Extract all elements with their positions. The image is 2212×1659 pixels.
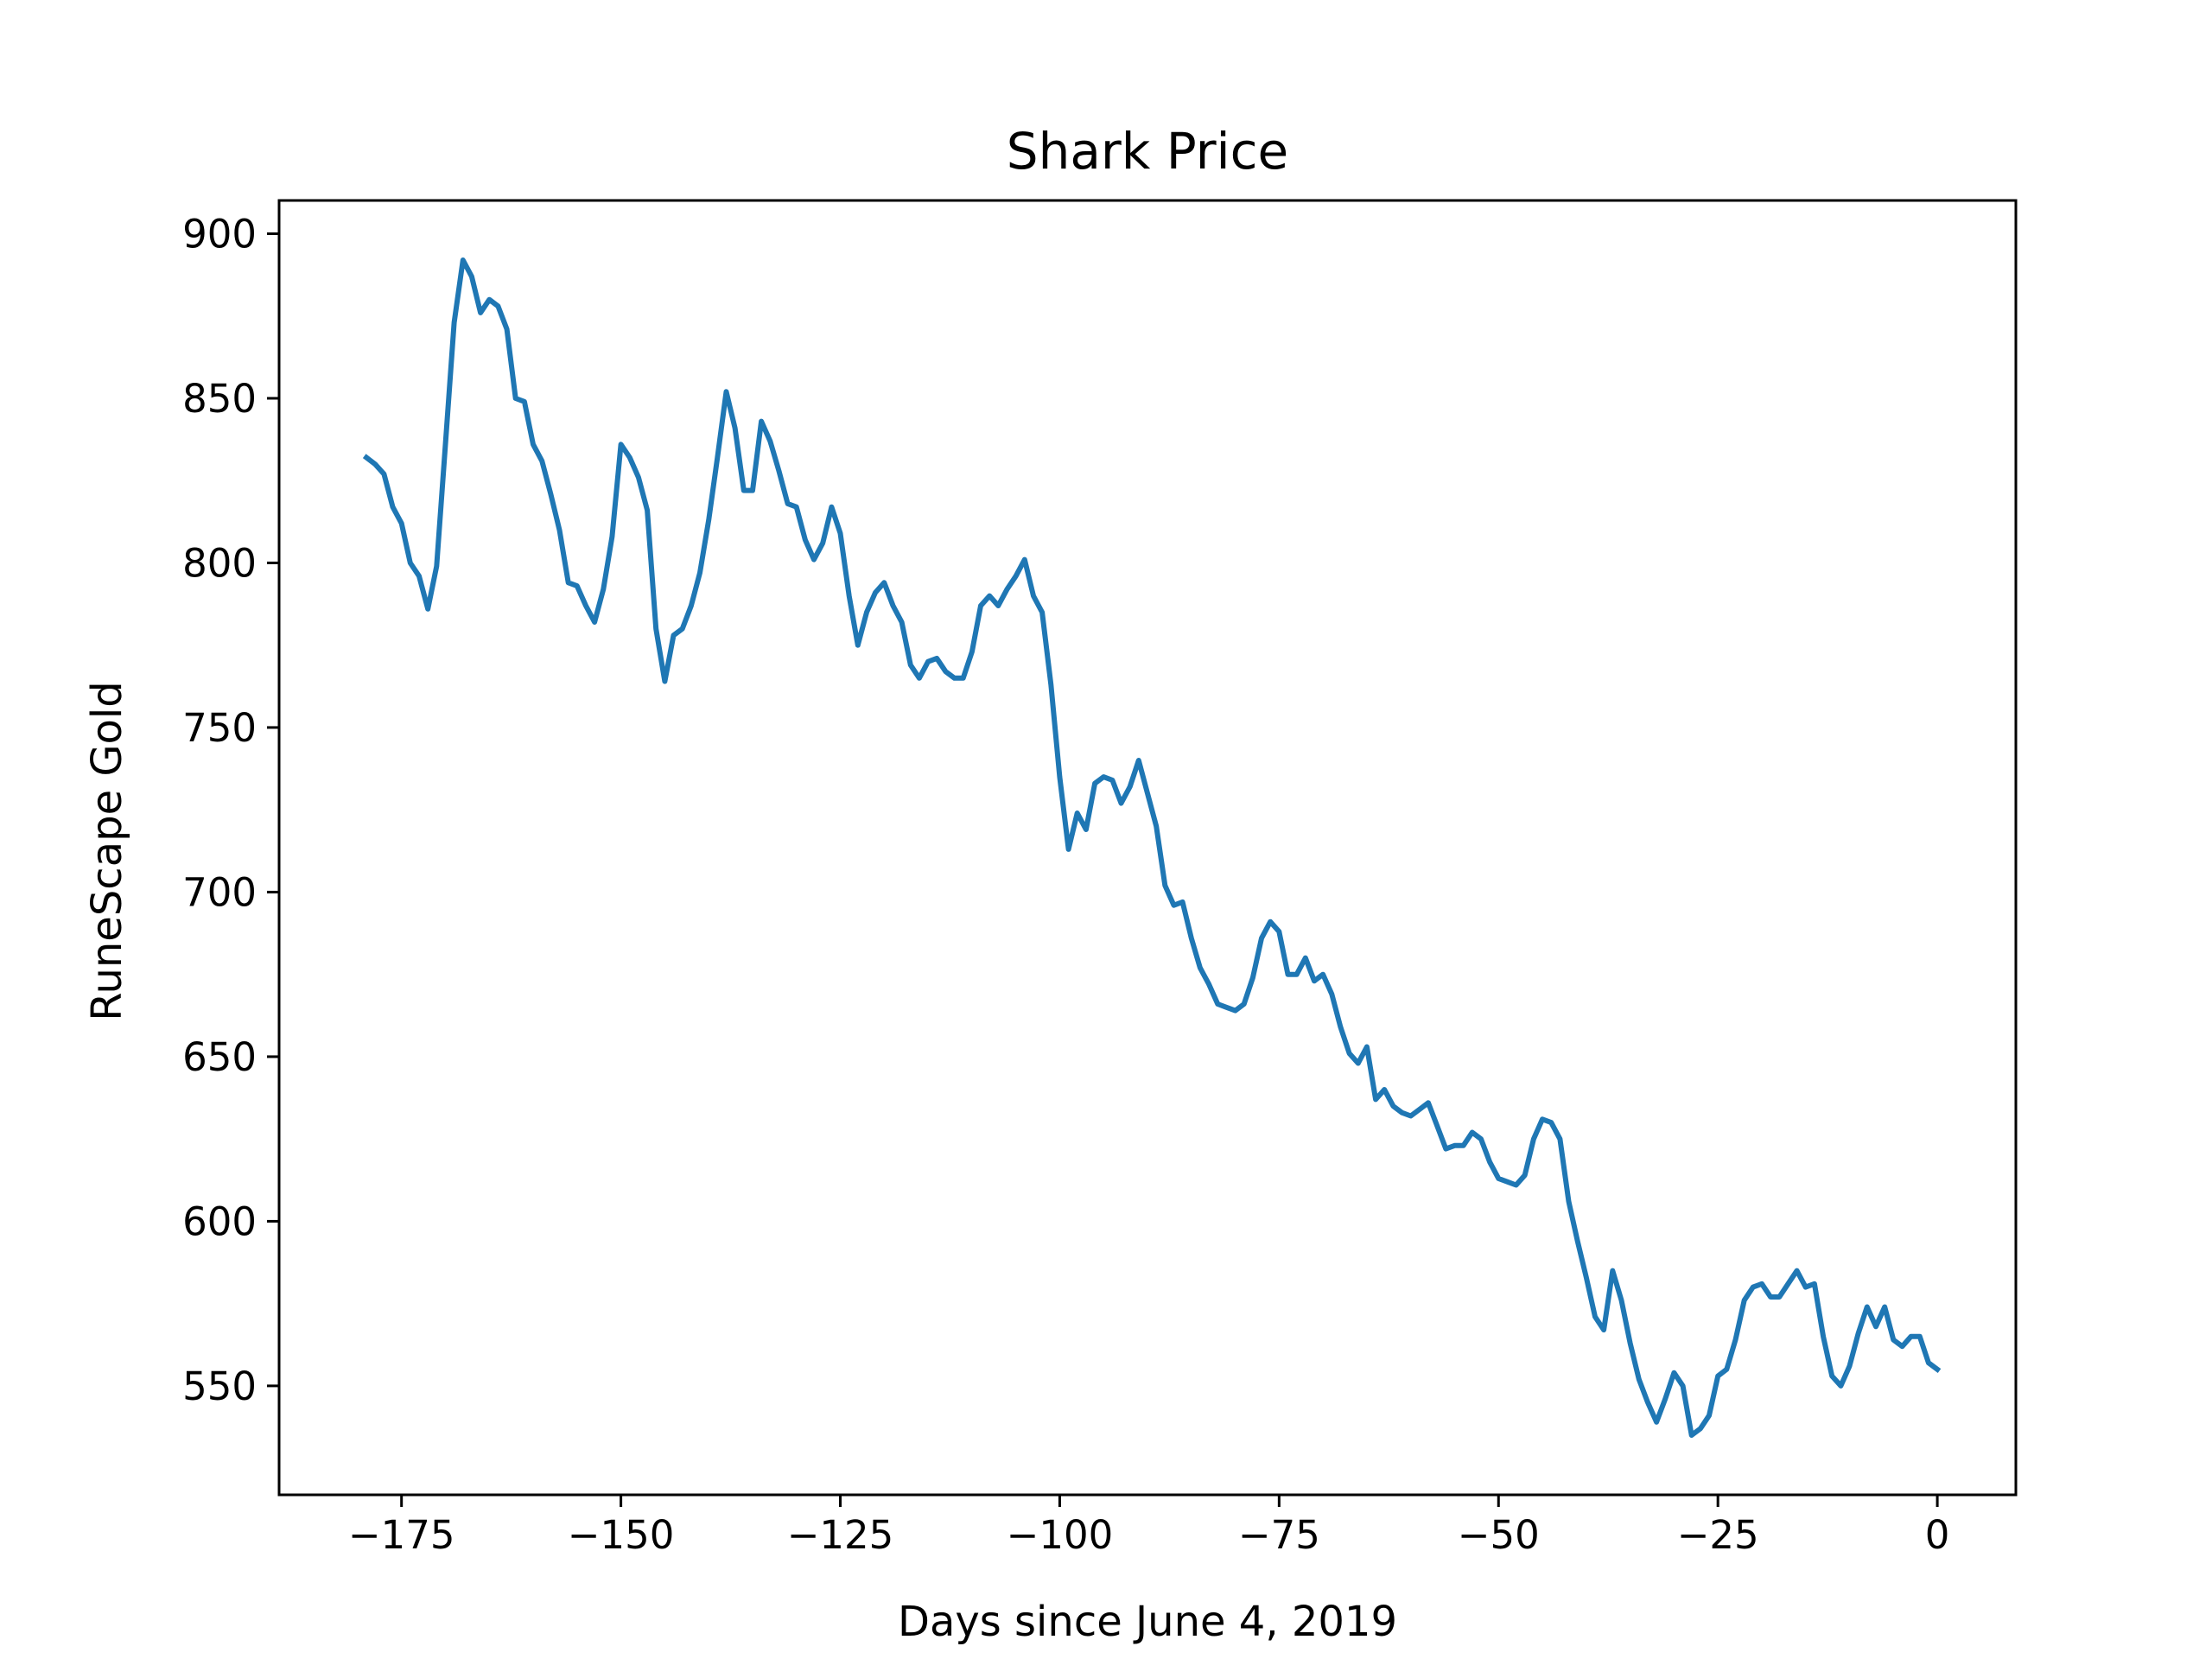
y-tick-label: 850 xyxy=(182,376,257,422)
plot-area xyxy=(277,199,2018,1497)
x-tick-label: −25 xyxy=(1677,1512,1759,1558)
x-axis-label: Days since June 4, 2019 xyxy=(898,1598,1397,1646)
y-tick-label: 600 xyxy=(182,1198,257,1244)
x-axis: −175 −150 −125 −100 −75 −50 −25 0 xyxy=(348,1495,1950,1558)
x-tick-label: −175 xyxy=(348,1512,455,1558)
x-tick-label: −50 xyxy=(1458,1512,1540,1558)
y-tick-label: 650 xyxy=(182,1034,257,1080)
y-tick-label: 900 xyxy=(182,211,257,257)
x-tick-label: −100 xyxy=(1007,1512,1114,1558)
x-tick-label: −150 xyxy=(568,1512,675,1558)
y-tick-label: 800 xyxy=(182,540,257,586)
y-axis-label: RuneScape Gold xyxy=(83,681,131,1020)
x-tick-label: −125 xyxy=(787,1512,894,1558)
y-tick-label: 750 xyxy=(182,705,257,751)
y-tick-label: 700 xyxy=(182,869,257,915)
x-tick-label: 0 xyxy=(1925,1512,1950,1558)
y-axis: 550 600 650 700 750 800 850 900 xyxy=(182,211,279,1409)
x-tick-label: −75 xyxy=(1238,1512,1320,1558)
chart-title: Shark Price xyxy=(1007,122,1288,181)
series-line xyxy=(362,257,1942,1438)
axes-frame xyxy=(277,199,2018,1497)
y-tick-label: 550 xyxy=(182,1363,257,1409)
